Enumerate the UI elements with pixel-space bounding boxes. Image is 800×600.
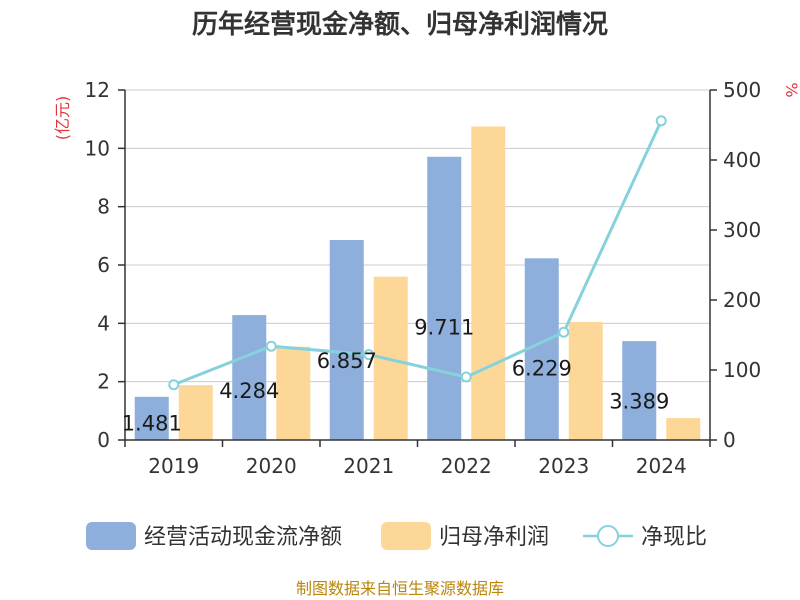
net-profit-bar (276, 346, 311, 440)
source-note: 制图数据来自恒生聚源数据库 (296, 579, 504, 598)
ratio-line-series (168, 115, 667, 391)
cashflow-bar (622, 341, 657, 440)
legend-item-net-profit[interactable]: 归母净利润 (381, 522, 549, 550)
chart-title: 历年经营现金净额、归母净利润情况 (192, 9, 608, 40)
net-profit-bar (666, 418, 701, 440)
left-axis-unit: (亿元) (53, 96, 72, 141)
cashflow-data-label: 6.229 (512, 356, 572, 380)
legend-item-ratio[interactable]: 净现比 (583, 525, 707, 550)
left-axis-tick-label: 2 (97, 370, 110, 394)
left-axis-tick-label: 10 (85, 136, 110, 160)
ratio-point (265, 340, 277, 352)
left-axis-tick-label: 0 (97, 428, 110, 452)
axes: 0 2 4 6 8 10 12 0 100 200 300 400 500 2019 2020 2021 202… (85, 78, 762, 478)
ratio-point (168, 379, 180, 391)
net-profit-bar (471, 126, 506, 440)
data-labels: 1.481 4.284 6.857 9.711 6.229 3.389 (122, 316, 670, 436)
legend-label: 经营活动现金流净额 (144, 525, 342, 550)
cashflow-data-label: 6.857 (317, 349, 377, 373)
legend-item-cashflow[interactable]: 经营活动现金流净额 (86, 522, 342, 550)
legend[interactable]: 经营活动现金流净额 归母净利润 净现比 (86, 522, 707, 550)
cashflow-data-label: 4.284 (219, 379, 279, 403)
ratio-point (655, 115, 667, 127)
net-profit-bar (178, 385, 213, 440)
legend-swatch (381, 522, 431, 550)
right-axis-tick-label: 300 (723, 218, 761, 242)
right-axis-unit: % (782, 82, 800, 97)
left-axis-tick-label: 12 (85, 78, 110, 102)
cashflow-bar (329, 240, 364, 440)
cashflow-data-label: 3.389 (609, 389, 669, 413)
legend-marker (597, 525, 619, 547)
x-axis-tick-label: 2024 (636, 454, 687, 478)
x-axis-tick-label: 2023 (538, 454, 589, 478)
legend-label: 归母净利润 (439, 525, 549, 550)
x-axis-tick-label: 2020 (246, 454, 297, 478)
legend-swatch (86, 522, 136, 550)
ratio-point (460, 371, 472, 383)
cashflow-data-label: 1.481 (122, 412, 182, 436)
left-axis-tick-label: 6 (97, 253, 110, 277)
left-axis-tick-label: 8 (97, 195, 110, 219)
ratio-point (363, 349, 375, 361)
x-axis-tick-label: 2022 (441, 454, 492, 478)
cashflow-bar (232, 315, 267, 440)
left-axis-tick-label: 4 (97, 311, 110, 335)
right-axis-tick-label: 500 (723, 78, 761, 102)
gridlines (125, 89, 710, 383)
legend-label: 净现比 (641, 525, 707, 550)
right-axis-tick-label: 200 (723, 288, 761, 312)
cashflow-bar (134, 396, 169, 440)
cashflow-data-label: 9.711 (414, 316, 474, 340)
x-axis-tick-label: 2021 (343, 454, 394, 478)
right-axis-tick-label: 100 (723, 358, 761, 382)
right-axis-tick-label: 0 (723, 428, 736, 452)
cashflow-bar (427, 156, 462, 440)
right-axis-tick-label: 400 (723, 148, 761, 172)
ratio-point (558, 326, 570, 338)
net-profit-bar (568, 321, 603, 440)
x-axis-tick-label: 2019 (148, 454, 199, 478)
ratio-line (173, 120, 663, 387)
